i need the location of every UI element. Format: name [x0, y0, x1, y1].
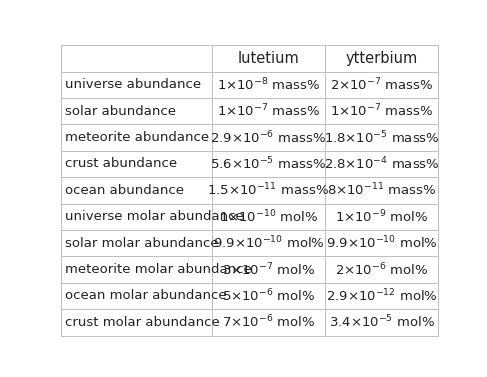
Bar — [212, 309, 325, 336]
Bar — [212, 124, 325, 151]
Bar — [61, 45, 212, 72]
Bar — [61, 177, 212, 204]
Text: $1{\times}10^{-7}$ mass%: $1{\times}10^{-7}$ mass% — [330, 103, 433, 120]
Bar — [325, 124, 438, 151]
Text: ytterbium: ytterbium — [346, 51, 418, 66]
Bar — [212, 230, 325, 256]
Text: meteorite molar abundance: meteorite molar abundance — [65, 263, 252, 276]
Text: crust molar abundance: crust molar abundance — [65, 316, 220, 329]
Text: $1.5{\times}10^{-11}$ mass%: $1.5{\times}10^{-11}$ mass% — [207, 182, 330, 199]
Text: $2.8{\times}10^{-4}$ mass%: $2.8{\times}10^{-4}$ mass% — [324, 156, 440, 172]
Text: universe molar abundance: universe molar abundance — [65, 210, 244, 223]
Bar — [61, 256, 212, 283]
Text: ocean molar abundance: ocean molar abundance — [65, 290, 227, 302]
Bar — [325, 72, 438, 98]
Bar — [212, 177, 325, 204]
Text: meteorite abundance: meteorite abundance — [65, 131, 209, 144]
Bar — [325, 230, 438, 256]
Text: solar molar abundance: solar molar abundance — [65, 237, 219, 250]
Bar — [325, 256, 438, 283]
Bar — [212, 72, 325, 98]
Bar — [212, 204, 325, 230]
Text: $2.9{\times}10^{-12}$ mol%: $2.9{\times}10^{-12}$ mol% — [326, 288, 438, 304]
Text: $2{\times}10^{-6}$ mol%: $2{\times}10^{-6}$ mol% — [335, 261, 429, 278]
Text: ocean abundance: ocean abundance — [65, 184, 185, 197]
Text: lutetium: lutetium — [238, 51, 300, 66]
Bar — [212, 98, 325, 124]
Text: $8{\times}10^{-11}$ mass%: $8{\times}10^{-11}$ mass% — [327, 182, 436, 199]
Bar — [61, 230, 212, 256]
Text: $1{\times}10^{-9}$ mol%: $1{\times}10^{-9}$ mol% — [335, 208, 429, 225]
Text: $1{\times}10^{-7}$ mass%: $1{\times}10^{-7}$ mass% — [217, 103, 320, 120]
Bar — [325, 283, 438, 309]
Text: $3{\times}10^{-7}$ mol%: $3{\times}10^{-7}$ mol% — [222, 261, 315, 278]
Bar — [212, 151, 325, 177]
Bar — [212, 283, 325, 309]
Bar — [325, 45, 438, 72]
Bar — [325, 309, 438, 336]
Text: universe abundance: universe abundance — [65, 78, 202, 91]
Text: $1.8{\times}10^{-5}$ mass%: $1.8{\times}10^{-5}$ mass% — [324, 129, 440, 146]
Bar — [61, 204, 212, 230]
Text: solar abundance: solar abundance — [65, 105, 176, 118]
Text: $2{\times}10^{-7}$ mass%: $2{\times}10^{-7}$ mass% — [330, 77, 433, 93]
Bar — [212, 256, 325, 283]
Bar — [325, 151, 438, 177]
Text: $7{\times}10^{-6}$ mol%: $7{\times}10^{-6}$ mol% — [222, 314, 315, 331]
Text: $2.9{\times}10^{-6}$ mass%: $2.9{\times}10^{-6}$ mass% — [210, 129, 326, 146]
Text: $1{\times}10^{-10}$ mol%: $1{\times}10^{-10}$ mol% — [219, 208, 318, 225]
Text: $5{\times}10^{-6}$ mol%: $5{\times}10^{-6}$ mol% — [222, 288, 315, 304]
Bar — [61, 151, 212, 177]
Bar — [325, 204, 438, 230]
Text: $9.9{\times}10^{-10}$ mol%: $9.9{\times}10^{-10}$ mol% — [212, 235, 324, 251]
Text: crust abundance: crust abundance — [65, 158, 178, 170]
Text: $3.4{\times}10^{-5}$ mol%: $3.4{\times}10^{-5}$ mol% — [329, 314, 435, 331]
Bar — [61, 309, 212, 336]
Bar — [325, 98, 438, 124]
Bar — [61, 124, 212, 151]
Text: $1{\times}10^{-8}$ mass%: $1{\times}10^{-8}$ mass% — [217, 77, 320, 93]
Bar — [61, 98, 212, 124]
Bar — [325, 177, 438, 204]
Bar — [61, 72, 212, 98]
Text: $9.9{\times}10^{-10}$ mol%: $9.9{\times}10^{-10}$ mol% — [326, 235, 438, 251]
Bar — [61, 283, 212, 309]
Text: $5.6{\times}10^{-5}$ mass%: $5.6{\times}10^{-5}$ mass% — [210, 156, 326, 172]
Bar — [212, 45, 325, 72]
